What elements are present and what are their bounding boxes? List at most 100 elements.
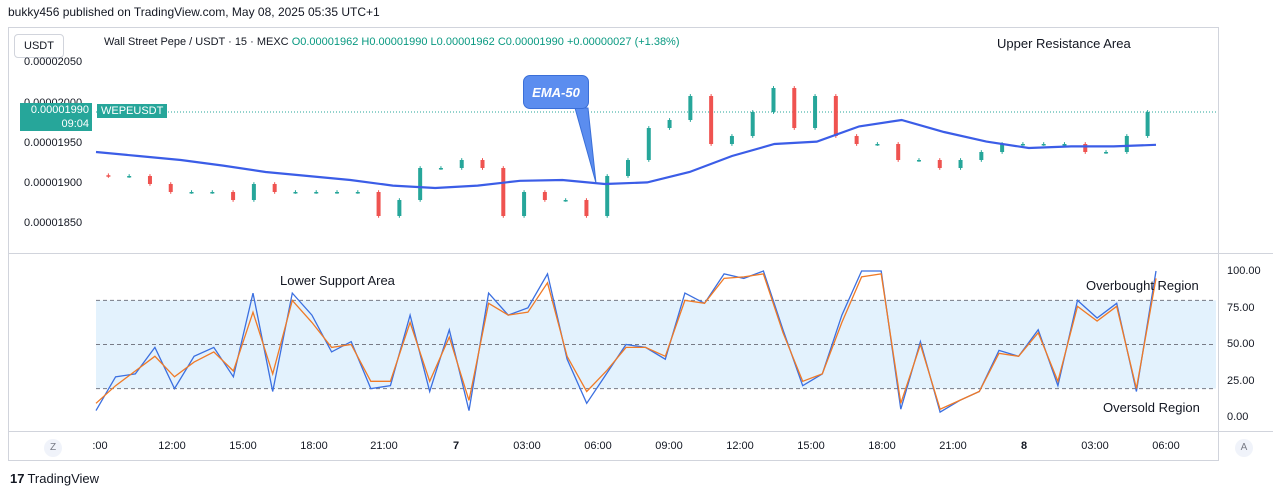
time-tick: 03:00	[513, 440, 541, 452]
time-tick: :00	[92, 440, 108, 452]
time-tick: 06:00	[584, 440, 612, 452]
candle-body	[584, 200, 589, 216]
zoom-toggle-button[interactable]: Z	[44, 439, 62, 457]
candle-body	[605, 176, 610, 216]
candle-body	[937, 160, 942, 168]
candle-body	[480, 160, 485, 168]
price-tick: 0.00001900	[24, 177, 83, 189]
candle-body	[522, 192, 527, 216]
candle-body	[355, 192, 360, 194]
candle-body	[833, 96, 838, 136]
time-tick: 09:00	[655, 440, 683, 452]
time-tick: 21:00	[939, 440, 967, 452]
candle-body	[418, 168, 423, 200]
stoch-d-line	[95, 273, 1157, 411]
time-tick: 06:00	[1152, 440, 1180, 452]
candle-body	[168, 184, 173, 192]
candle-body	[1062, 144, 1067, 146]
candle-body	[147, 176, 152, 184]
legend-close: C0.00001990	[497, 36, 564, 48]
candle-body	[1124, 136, 1129, 152]
auto-scale-button[interactable]: A	[1235, 439, 1253, 457]
candle-body	[626, 160, 630, 176]
candle-body	[335, 192, 340, 194]
tradingview-logo[interactable]: 17 TradingView	[10, 471, 99, 486]
symbol-badge: WEPEUSDT	[97, 104, 168, 118]
overbought-label: Overbought Region	[1086, 278, 1199, 293]
candle-body	[397, 200, 402, 216]
candle-body	[896, 144, 901, 160]
time-tick: 18:00	[868, 440, 896, 452]
candle-body	[231, 192, 236, 200]
candle-body	[854, 136, 859, 144]
legend-open: O0.00001962	[291, 36, 359, 48]
lower-support-label: Lower Support Area	[280, 273, 395, 288]
candle-body	[1104, 152, 1109, 154]
time-tick: 03:00	[1081, 440, 1109, 452]
candle-body	[251, 184, 256, 200]
candle-body	[376, 192, 381, 216]
legend-high: H0.00001990	[361, 36, 428, 48]
candle-body	[646, 128, 651, 160]
candle-body	[916, 160, 921, 162]
candle-body	[563, 200, 568, 202]
candle-body	[1145, 112, 1150, 136]
oversold-label: Oversold Region	[1103, 400, 1200, 415]
upper-resistance-label: Upper Resistance Area	[997, 36, 1131, 51]
chart-frame	[8, 27, 1219, 461]
legend-change: +0.00000027 (+1.38%)	[566, 36, 680, 48]
tradingview-logo-icon: 17	[10, 471, 25, 486]
time-tick: 15:00	[229, 440, 257, 452]
ema-50-line	[95, 118, 1157, 190]
time-tick: 12:00	[158, 440, 186, 452]
candle-body	[438, 168, 443, 170]
osc-tick: 25.00	[1227, 375, 1255, 387]
candle-body	[792, 88, 797, 128]
candle-body	[210, 192, 215, 194]
time-axis-divider	[8, 431, 1273, 432]
ema-callout-pointer	[574, 107, 597, 184]
candle-body	[293, 192, 298, 194]
time-tick: 21:00	[370, 440, 398, 452]
pane-divider[interactable]	[8, 253, 1273, 254]
legend-symbol: Wall Street Pepe / USDT · 15 · MEXC	[104, 36, 289, 48]
legend-low: L0.00001962	[430, 36, 495, 48]
time-tick-day: 8	[1020, 440, 1028, 452]
candle-body	[106, 175, 111, 177]
price-tick: 0.00001850	[24, 217, 83, 229]
last-price-badge: 0.00001990 09:04	[20, 103, 92, 131]
time-tick-day: 7	[452, 440, 460, 452]
candle-body	[1000, 144, 1005, 152]
time-tick: 12:00	[726, 440, 754, 452]
candle-body	[979, 152, 984, 160]
price-tick: 0.00001950	[24, 137, 83, 149]
candle-body	[729, 136, 734, 144]
candle-body	[1020, 144, 1025, 146]
candle-body	[1083, 144, 1088, 152]
candle-body	[272, 184, 277, 192]
osc-tick: 75.00	[1227, 302, 1255, 314]
candle-body	[542, 192, 547, 200]
candle-body	[459, 160, 464, 168]
candle-body	[501, 168, 506, 216]
candle-body	[189, 192, 194, 194]
candle-body	[709, 96, 714, 144]
ema-callout: EMA-50	[523, 75, 589, 109]
osc-tick: 0.00	[1227, 411, 1249, 423]
osc-tick: 100.00	[1227, 265, 1261, 277]
time-tick: 18:00	[300, 440, 328, 452]
candle-body	[958, 160, 963, 168]
candle-body	[875, 144, 880, 146]
currency-button[interactable]: USDT	[14, 34, 64, 58]
candle-body	[688, 96, 693, 120]
osc-tick: 50.00	[1227, 338, 1255, 350]
bar-countdown: 09:04	[61, 118, 89, 130]
publisher-line: bukky456 published on TradingView.com, M…	[8, 5, 380, 19]
candle-body	[771, 88, 776, 112]
last-price-value: 0.00001990	[30, 104, 89, 116]
candle-body	[314, 192, 319, 194]
candle-body	[813, 96, 818, 128]
tradingview-logo-text: TradingView	[27, 471, 100, 486]
candle-body	[750, 112, 755, 136]
